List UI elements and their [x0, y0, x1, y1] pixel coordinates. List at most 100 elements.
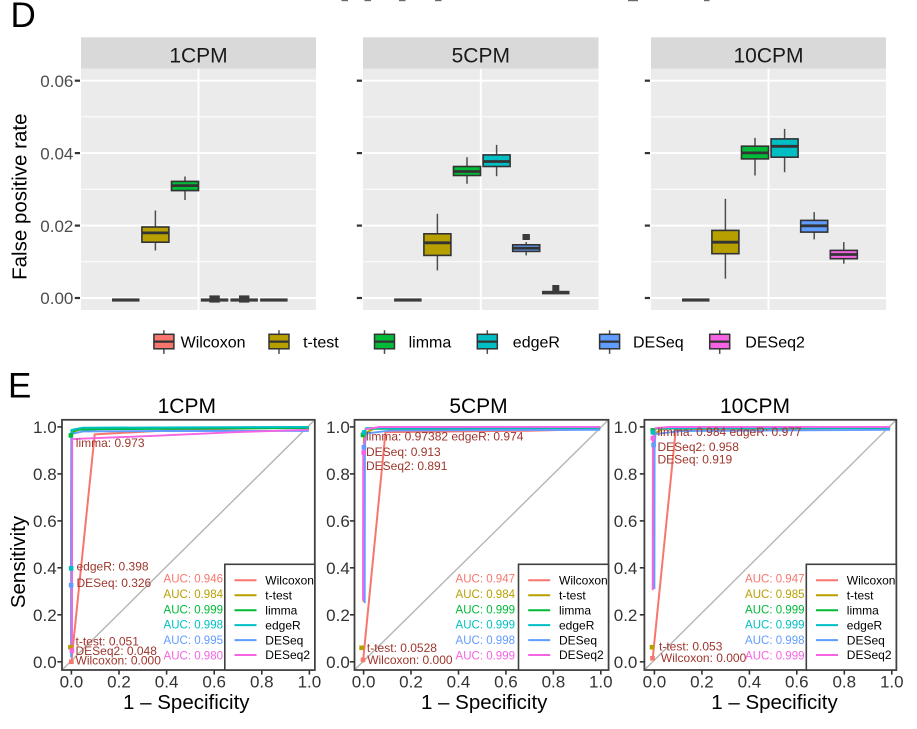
svg-text:0.8: 0.8: [250, 672, 274, 691]
svg-text:0.02: 0.02: [40, 217, 73, 236]
svg-text:limma: 0.973: limma: 0.973: [76, 436, 145, 450]
svg-text:0.0: 0.0: [33, 653, 57, 672]
svg-text:limma: limma: [265, 603, 297, 617]
svg-text:limma: limma: [559, 603, 591, 617]
svg-text:AUC: 0.947: AUC: 0.947: [745, 574, 804, 586]
svg-text:0.06: 0.06: [40, 72, 73, 91]
svg-text:AUC: 0.946: AUC: 0.946: [164, 574, 223, 586]
svg-text:DESeq: 0.326: DESeq: 0.326: [77, 576, 152, 590]
svg-text:1.0: 1.0: [298, 672, 322, 691]
svg-text:0.6: 0.6: [494, 672, 518, 691]
svg-text:DESeq2: DESeq2: [745, 334, 805, 351]
svg-text:0.6: 0.6: [614, 512, 638, 531]
svg-text:5CPM: 5CPM: [452, 44, 510, 67]
svg-text:10CPM: 10CPM: [733, 44, 803, 67]
svg-text:AUC: 0.999: AUC: 0.999: [456, 604, 515, 616]
svg-text:1 – Specificity: 1 – Specificity: [123, 691, 250, 714]
svg-text:1.0: 1.0: [589, 672, 613, 691]
svg-text:0.8: 0.8: [614, 465, 638, 484]
svg-text:0.8: 0.8: [832, 672, 856, 691]
svg-text:0.2: 0.2: [399, 672, 423, 691]
svg-text:AUC: 0.984: AUC: 0.984: [456, 589, 516, 601]
svg-text:Wilcoxon: Wilcoxon: [559, 574, 608, 588]
svg-text:0.0: 0.0: [614, 653, 638, 672]
svg-text:AUC: 0.998: AUC: 0.998: [745, 635, 804, 647]
svg-text:Sensitivity: Sensitivity: [7, 515, 30, 608]
svg-text:1 – Specificity: 1 – Specificity: [711, 691, 838, 714]
svg-text:0.0: 0.0: [326, 653, 350, 672]
svg-text:Wilcoxon: Wilcoxon: [265, 574, 314, 588]
svg-text:0.6: 0.6: [202, 672, 226, 691]
svg-text:0.00: 0.00: [40, 289, 73, 308]
svg-text:0.8: 0.8: [542, 672, 566, 691]
svg-text:limma: 0.984 edgeR: 0.977: limma: 0.984 edgeR: 0.977: [658, 425, 802, 439]
svg-text:t-test: t-test: [559, 589, 586, 603]
svg-text:t-test: 0.053: t-test: 0.053: [659, 639, 723, 653]
svg-text:t-test: 0.0528: t-test: 0.0528: [367, 641, 437, 655]
svg-text:1CPM: 1CPM: [169, 44, 227, 67]
svg-text:0.2: 0.2: [326, 606, 350, 625]
svg-text:edgeR: 0.398: edgeR: 0.398: [77, 559, 149, 573]
svg-text:DESeq: DESeq: [847, 633, 885, 647]
svg-text:t-test: 0.051: t-test: 0.051: [76, 635, 140, 649]
svg-text:Wilcoxon: Wilcoxon: [181, 334, 246, 351]
svg-text:limma: limma: [409, 334, 452, 351]
svg-text:1.0: 1.0: [614, 418, 638, 437]
svg-text:0.2: 0.2: [33, 606, 57, 625]
svg-text:1.0: 1.0: [880, 672, 904, 691]
svg-text:DESeq: DESeq: [559, 633, 597, 647]
svg-text:AUC: 0.999: AUC: 0.999: [745, 604, 804, 616]
svg-text:0.0: 0.0: [352, 672, 376, 691]
svg-text:AUC: 0.998: AUC: 0.998: [164, 620, 223, 632]
svg-text:AUC: 0.995: AUC: 0.995: [164, 635, 223, 647]
svg-text:0.2: 0.2: [690, 672, 714, 691]
svg-text:t-test: t-test: [265, 589, 292, 603]
svg-text:edgeR: edgeR: [559, 618, 595, 632]
svg-text:0.8: 0.8: [33, 465, 57, 484]
svg-text:limma: 0.97382 edgeR: 0.974: limma: 0.97382 edgeR: 0.974: [366, 430, 524, 444]
svg-text:0.4: 0.4: [33, 559, 57, 578]
svg-text:1.0: 1.0: [326, 418, 350, 437]
svg-text:t-test: t-test: [303, 334, 339, 351]
svg-text:DESeq2: 0.958: DESeq2: 0.958: [658, 440, 740, 454]
svg-text:10CPM: 10CPM: [720, 395, 790, 418]
svg-text:AUC: 0.998: AUC: 0.998: [456, 635, 515, 647]
svg-text:AUC: 0.999: AUC: 0.999: [745, 620, 804, 632]
svg-text:Wilcoxon: 0.000: Wilcoxon: 0.000: [661, 651, 747, 665]
svg-text:0.6: 0.6: [785, 672, 809, 691]
svg-text:1CPM: 1CPM: [158, 395, 216, 418]
svg-text:0.4: 0.4: [738, 672, 762, 691]
svg-text:1 – Specificity: 1 – Specificity: [421, 691, 548, 714]
svg-text:AUC: 0.985: AUC: 0.985: [745, 589, 804, 601]
svg-text:0.0: 0.0: [643, 672, 667, 691]
svg-text:AUC: 0.999: AUC: 0.999: [456, 620, 515, 632]
svg-text:0.4: 0.4: [155, 672, 179, 691]
svg-text:edgeR: edgeR: [265, 618, 301, 632]
svg-text:0.2: 0.2: [107, 672, 131, 691]
svg-text:t-test: t-test: [847, 589, 874, 603]
svg-text:0.6: 0.6: [326, 512, 350, 531]
svg-text:AUC: 0.947: AUC: 0.947: [456, 574, 515, 586]
svg-text:DESeq2: DESeq2: [265, 648, 310, 662]
svg-text:edgeR: edgeR: [847, 618, 883, 632]
svg-text:0.4: 0.4: [447, 672, 471, 691]
svg-text:0.6: 0.6: [33, 512, 57, 531]
svg-text:DESeq2: 0.891: DESeq2: 0.891: [366, 459, 448, 473]
svg-text:0.4: 0.4: [614, 559, 638, 578]
svg-text:DESeq2: DESeq2: [847, 648, 892, 662]
svg-text:edgeR: edgeR: [513, 334, 560, 351]
svg-text:0.0: 0.0: [60, 672, 84, 691]
svg-text:AUC: 0.999: AUC: 0.999: [456, 651, 515, 663]
svg-text:0.8: 0.8: [326, 465, 350, 484]
svg-text:AUC: 0.984: AUC: 0.984: [164, 589, 224, 601]
svg-text:False positive rate: False positive rate: [9, 114, 32, 280]
svg-text:5CPM: 5CPM: [449, 395, 507, 418]
svg-text:DESeq: 0.919: DESeq: 0.919: [658, 453, 733, 467]
svg-text:DESeq2: 0.048: DESeq2: 0.048: [76, 644, 158, 658]
svg-text:E: E: [8, 367, 31, 406]
svg-text:DESeq: 0.913: DESeq: 0.913: [366, 445, 441, 459]
svg-text:D: D: [11, 0, 36, 35]
svg-text:Wilcoxon: Wilcoxon: [847, 574, 896, 588]
svg-text:0.04: 0.04: [40, 144, 73, 163]
svg-text:DESeq: DESeq: [633, 334, 684, 351]
